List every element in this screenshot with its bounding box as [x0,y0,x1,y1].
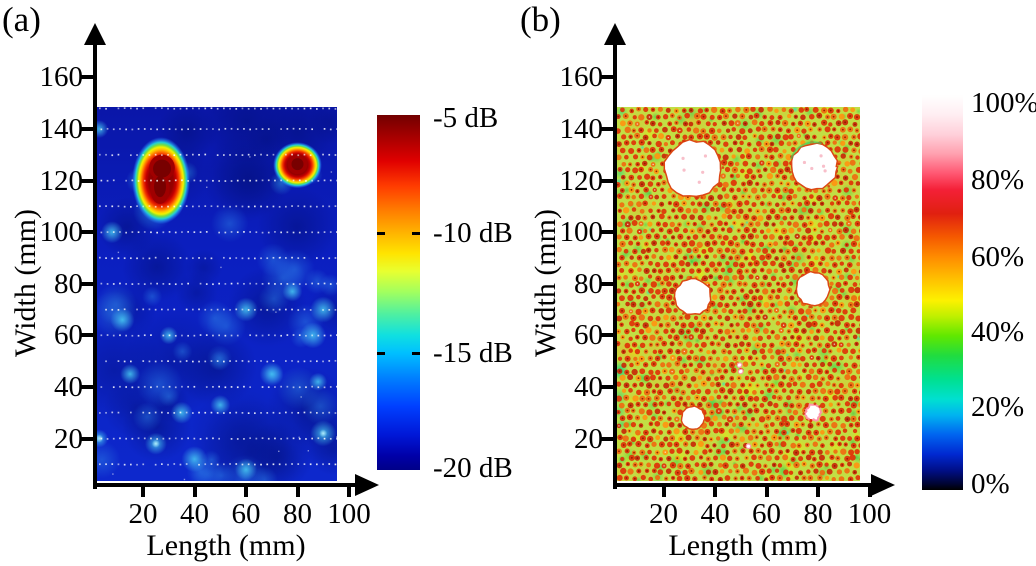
panel-a-heatmap [97,107,337,481]
y-tick-160 [600,75,613,80]
x-tick-label-80: 80 [803,498,833,530]
colorbar-label-1: -10 dB [433,216,513,249]
colorbar-label-4: 20% [971,391,1025,424]
colorbar-label-2: 60% [971,240,1025,273]
x-tick-80 [295,485,300,497]
x-tick-100 [347,485,351,497]
panel-a-colorbar [377,115,420,470]
y-tick-label-40: 40 [54,370,83,403]
y-tick-160 [80,75,93,80]
panel-b-y-axis-arrow-icon [604,23,626,45]
y-tick-80 [80,281,93,286]
x-tick-label-20: 20 [128,498,158,530]
x-tick-40 [713,485,717,497]
x-tick-60 [764,485,769,497]
y-tick-20 [600,436,613,441]
y-tick-140 [600,127,613,132]
panel-b-x-axis-line [613,483,873,487]
colorbar-tick-mark [412,351,420,355]
colorbar-label-3: -20 dB [433,451,513,484]
x-tick-60 [244,485,248,497]
panel-a-y-axis-line [93,40,97,489]
y-tick-label-100: 100 [39,216,84,249]
x-tick-label-100: 100 [847,498,892,530]
colorbar-tick-mark [412,231,420,235]
panel-b-heatmap [617,107,860,481]
colorbar-label-1: 80% [971,163,1025,196]
colorbar-label-0: -5 dB [433,101,499,134]
panel-a-x-axis-line [93,483,355,487]
colorbar-label-0: 100% [971,86,1036,119]
y-tick-label-120: 120 [39,164,84,197]
x-tick-100 [867,485,872,497]
y-tick-label-160: 160 [39,61,84,94]
y-tick-100 [80,230,93,235]
y-tick-label-160: 160 [559,61,604,94]
y-tick-label-100: 100 [559,216,604,249]
x-tick-label-100: 100 [327,498,371,530]
panel-b-x-axis-arrow-icon [871,474,895,496]
y-tick-label-20: 20 [574,422,603,455]
x-tick-label-40: 40 [700,498,730,530]
y-tick-60 [80,333,93,338]
x-tick-label-40: 40 [180,498,209,530]
y-tick-label-140: 140 [39,113,84,146]
colorbar-label-5: 0% [971,468,1010,501]
x-tick-label-60: 60 [752,498,781,530]
y-tick-20 [80,436,93,441]
colorbar-gradient [922,95,963,490]
colorbar-label-3: 40% [971,316,1025,348]
x-tick-20 [661,485,666,497]
panel-b-colorbar [922,95,963,490]
y-tick-120 [80,178,93,183]
y-tick-120 [600,178,613,183]
y-tick-label-80: 80 [574,267,603,300]
y-tick-label-120: 120 [559,164,604,197]
panel-b-label: (b) [520,0,561,39]
y-tick-label-40: 40 [574,370,603,403]
panel-b-y-axis-line [613,40,617,489]
x-tick-label-60: 60 [231,498,261,530]
x-tick-label-20: 20 [649,498,678,530]
panel-a-label: (a) [2,0,41,39]
y-tick-80 [600,281,613,286]
y-tick-60 [600,333,613,338]
y-tick-40 [80,384,93,389]
x-tick-20 [141,485,145,497]
y-tick-label-140: 140 [559,113,604,146]
colorbar-tick-mark [377,231,385,235]
panel-a-x-axis-title: Length (mm) [146,529,306,562]
y-tick-140 [80,127,93,132]
y-tick-label-80: 80 [54,267,83,300]
x-tick-label-80: 80 [283,498,312,530]
x-tick-40 [192,485,197,497]
panel-a-y-axis-arrow-icon [84,23,106,45]
x-tick-80 [816,485,820,497]
colorbar-gradient [377,115,420,470]
y-tick-label-20: 20 [54,422,83,455]
colorbar-label-2: -15 dB [433,336,513,369]
y-tick-100 [600,230,613,235]
panel-b-x-axis-title: Length (mm) [668,529,828,562]
y-tick-label-60: 60 [54,319,83,352]
panel-a-x-axis-arrow-icon [355,474,379,496]
y-tick-label-60: 60 [574,319,603,352]
colorbar-tick-mark [377,351,385,355]
y-tick-40 [600,384,613,389]
